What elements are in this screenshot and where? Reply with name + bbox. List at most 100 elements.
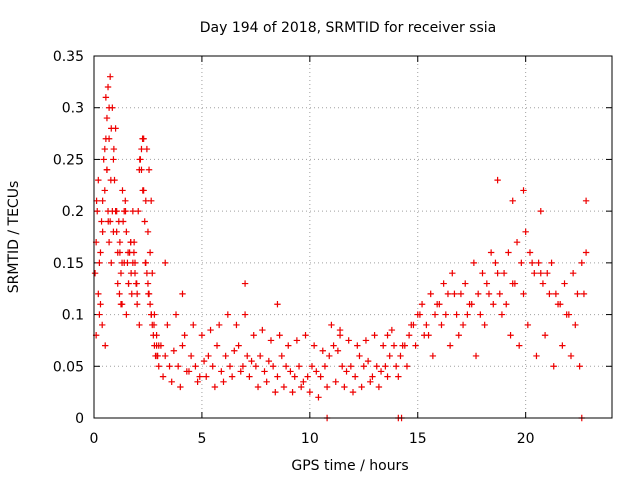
data-point — [99, 321, 106, 329]
data-point — [481, 321, 488, 329]
data-point — [231, 347, 238, 354]
data-point — [455, 332, 462, 339]
data-point — [99, 228, 106, 236]
data-point — [306, 388, 314, 396]
data-point — [308, 363, 316, 370]
data-point — [528, 259, 536, 267]
data-point — [403, 363, 411, 370]
data-point — [94, 207, 101, 215]
data-point — [313, 368, 320, 375]
data-point — [494, 176, 501, 184]
data-point — [241, 311, 249, 318]
data-point — [449, 270, 456, 277]
data-point — [106, 73, 114, 80]
data-point — [531, 270, 538, 277]
data-point — [95, 290, 102, 298]
data-point — [123, 311, 130, 318]
data-point — [373, 363, 380, 370]
data-point — [241, 280, 249, 287]
data-point — [319, 347, 326, 354]
data-point — [143, 145, 151, 153]
data-point — [110, 145, 118, 153]
data-point — [116, 238, 124, 246]
data-point — [483, 280, 491, 287]
data-point — [155, 363, 162, 370]
data-point — [246, 373, 253, 380]
data-point — [390, 342, 398, 349]
data-point — [336, 326, 344, 334]
data-point — [328, 321, 335, 329]
y-axis-label: SRMTID / TECUs — [6, 181, 22, 294]
data-point — [203, 373, 210, 380]
data-point — [386, 352, 393, 360]
data-point — [559, 342, 566, 349]
data-point — [102, 342, 109, 349]
data-point — [244, 352, 251, 360]
data-point — [453, 311, 460, 318]
data-point — [345, 337, 352, 344]
data-point — [282, 363, 290, 370]
data-point — [122, 197, 129, 204]
data-point — [367, 378, 374, 385]
data-point — [304, 373, 311, 380]
data-point — [127, 270, 135, 277]
data-point — [179, 342, 186, 349]
data-point — [468, 301, 475, 308]
data-point — [429, 352, 437, 360]
data-point — [135, 207, 142, 215]
data-point — [145, 166, 153, 173]
data-point — [226, 363, 234, 370]
y-tick-label: 0.35 — [53, 49, 84, 65]
data-point — [144, 228, 152, 236]
data-point — [362, 337, 370, 344]
data-point — [503, 301, 510, 308]
data-point — [181, 332, 188, 339]
data-point — [537, 270, 544, 277]
data-point — [265, 357, 273, 365]
data-points — [91, 73, 590, 422]
data-point — [293, 337, 301, 344]
data-point — [474, 290, 482, 298]
data-point — [442, 311, 450, 318]
chart-title: Day 194 of 2018, SRMTID for receiver ssi… — [200, 20, 496, 36]
data-point — [114, 280, 121, 287]
data-point — [139, 187, 146, 194]
data-point — [235, 342, 242, 349]
data-point — [276, 332, 283, 339]
data-point — [310, 342, 318, 349]
data-point — [399, 342, 406, 349]
data-point — [535, 259, 542, 267]
data-point — [141, 218, 148, 225]
data-point — [252, 363, 260, 370]
data-point — [147, 197, 155, 204]
data-point — [124, 249, 132, 256]
data-point — [108, 259, 115, 267]
data-point — [431, 311, 439, 318]
data-point — [108, 125, 115, 132]
data-point — [520, 187, 527, 194]
data-point — [300, 378, 307, 385]
data-point — [101, 187, 108, 194]
data-point — [364, 357, 372, 365]
data-point — [496, 290, 503, 298]
data-point — [444, 290, 452, 298]
data-point — [567, 352, 575, 360]
plot-frame — [93, 55, 613, 419]
grid-lines — [94, 56, 612, 418]
data-point — [133, 280, 140, 287]
x-tick-label: 10 — [301, 431, 319, 447]
data-point — [321, 363, 329, 370]
data-point — [142, 259, 149, 267]
data-point — [317, 373, 324, 380]
data-point — [192, 363, 199, 370]
data-point — [116, 249, 124, 256]
data-point — [554, 301, 562, 308]
data-point — [198, 332, 206, 339]
data-point — [138, 166, 145, 173]
data-point — [148, 311, 155, 318]
data-point — [95, 176, 102, 184]
data-point — [133, 290, 141, 298]
data-point — [157, 342, 165, 349]
data-point — [332, 378, 339, 385]
